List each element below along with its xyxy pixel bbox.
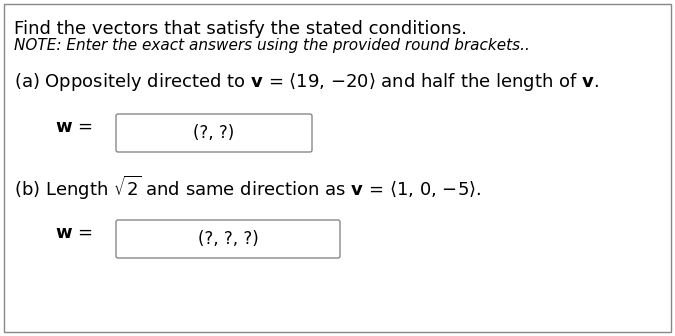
Text: $\mathbf{w}$ =: $\mathbf{w}$ = [55, 224, 92, 242]
Text: Find the vectors that satisfy the stated conditions.: Find the vectors that satisfy the stated… [14, 20, 467, 38]
FancyBboxPatch shape [4, 4, 671, 332]
FancyBboxPatch shape [116, 114, 312, 152]
FancyBboxPatch shape [116, 220, 340, 258]
Text: NOTE: Enter the exact answers using the provided round brackets..: NOTE: Enter the exact answers using the … [14, 38, 530, 53]
Text: (b) Length $\sqrt{2}$ and same direction as $\mathbf{v}$ = $\langle$1, 0, $-$5$\: (b) Length $\sqrt{2}$ and same direction… [14, 174, 481, 202]
Text: (?, ?, ?): (?, ?, ?) [198, 230, 259, 248]
Text: $\mathbf{w}$ =: $\mathbf{w}$ = [55, 118, 92, 136]
Text: (?, ?): (?, ?) [193, 124, 235, 142]
Text: (a) Oppositely directed to $\mathbf{v}$ = $\langle$19, $-$20$\rangle$ and half t: (a) Oppositely directed to $\mathbf{v}$ … [14, 71, 599, 93]
